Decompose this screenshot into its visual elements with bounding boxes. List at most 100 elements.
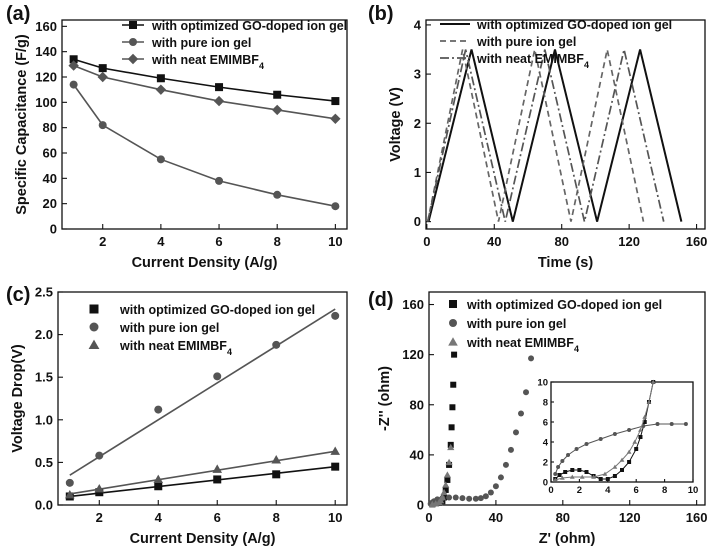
inset-y-tick-label: 4 <box>543 438 549 449</box>
triangle-marker <box>445 458 453 466</box>
circle-marker <box>574 447 579 451</box>
y-tick-label: 160 <box>402 297 424 312</box>
triangle-marker <box>271 455 282 464</box>
y-tick-label: 160 <box>35 19 57 34</box>
y-tick-label: 2.0 <box>35 327 53 342</box>
inset-x-tick-label: 6 <box>634 485 639 496</box>
circle-marker <box>156 155 165 164</box>
triangle-marker <box>642 414 648 419</box>
circle-marker <box>482 493 489 500</box>
circle-marker <box>598 437 603 441</box>
diamond-marker <box>330 113 341 124</box>
square-marker <box>449 404 456 411</box>
fit-line <box>69 465 336 498</box>
x-tick-label: 6 <box>215 234 222 249</box>
square-marker <box>444 476 451 483</box>
x-tick-label: 4 <box>155 510 163 525</box>
y-axis-label: Voltage (V) <box>388 87 404 162</box>
square-marker <box>638 435 643 439</box>
circle-marker <box>669 422 674 426</box>
square-marker <box>577 468 582 472</box>
circle-marker <box>518 410 524 417</box>
square-marker <box>598 477 603 481</box>
inset-x-tick-label: 4 <box>605 485 611 496</box>
legend-label: with pure ion gel <box>466 317 566 331</box>
legend-label: with optimized GO-doped ion gel <box>119 303 315 317</box>
circle-marker <box>502 461 509 468</box>
x-axis-label: Time (s) <box>538 255 594 271</box>
y-tick-label: 0.5 <box>35 455 53 470</box>
inset-x-tick-label: 8 <box>662 485 667 496</box>
legend-label: with neat EMIMBF4 <box>476 52 589 70</box>
x-tick-label: 120 <box>619 510 641 525</box>
triangle-marker <box>612 464 618 469</box>
circle-marker <box>452 494 459 501</box>
x-tick-label: 2 <box>96 510 103 525</box>
panel-c: 2 4 6 8 10 0.0 0.5 1.0 1.5 2.0 2.5 (c) Current Densi… <box>6 284 348 547</box>
inset-y-tick-label: 0 <box>543 478 548 489</box>
plot-data <box>426 49 683 222</box>
circle-marker <box>154 405 163 414</box>
triangle-marker <box>438 493 446 501</box>
triangle-marker <box>602 471 608 476</box>
y-tick-label: 120 <box>402 347 424 362</box>
circle-marker <box>89 322 99 332</box>
triangle-marker <box>447 443 455 451</box>
circle-marker <box>459 495 466 502</box>
square-marker <box>156 74 165 83</box>
circle-marker <box>523 389 530 396</box>
legend-label: with optimized GO-doped ion gel <box>151 19 347 33</box>
square-marker <box>557 473 562 477</box>
diamond-marker <box>272 104 283 116</box>
inset-y-tick-label: 2 <box>543 458 548 469</box>
triangle-marker <box>94 484 105 493</box>
x-tick-label: 120 <box>618 234 640 249</box>
legend: with optimized GO-doped ion gel with pure… <box>448 298 662 354</box>
square-marker <box>89 304 99 314</box>
legend-label: with optimized GO-doped ion gel <box>476 18 672 32</box>
square-marker <box>442 486 449 493</box>
triangle-marker <box>552 477 558 482</box>
y-tick-label: 0 <box>414 214 421 229</box>
plot-frame <box>428 291 706 506</box>
y-tick-label: 40 <box>410 447 424 462</box>
inset-x-tick-label: 0 <box>548 485 553 496</box>
triangle-marker <box>619 457 625 462</box>
x-tick-label: 8 <box>274 234 281 249</box>
y-tick-label: 4 <box>414 17 422 32</box>
x-tick-label: 10 <box>328 510 342 525</box>
series-line <box>427 49 683 222</box>
panel-label: (d) <box>368 289 394 311</box>
y-tick-label: 80 <box>43 120 57 135</box>
inset-y-tick-label: 6 <box>543 418 548 429</box>
circle-marker <box>560 459 565 463</box>
series-line <box>73 58 336 102</box>
inset-frame <box>550 381 694 483</box>
x-tick-label: 10 <box>328 234 342 249</box>
legend-label: with neat EMIMBF4 <box>119 339 232 357</box>
y-tick-label: 40 <box>43 171 57 186</box>
x-axis-label: Current Density (A/g) <box>132 255 278 271</box>
triangle-marker <box>632 439 638 444</box>
y-tick-label: 0.0 <box>35 498 53 513</box>
square-marker <box>642 420 647 424</box>
x-axis-label: Z' (ohm) <box>539 531 596 547</box>
circle-marker <box>566 453 571 457</box>
y-tick-label: 120 <box>35 70 57 85</box>
triangle-marker <box>64 489 75 499</box>
legend: with optimized GO-doped ion gel with pure… <box>88 303 315 357</box>
y-tick-label: 2 <box>414 116 421 131</box>
circle-marker <box>584 442 589 446</box>
circle-marker <box>331 202 340 211</box>
y-axis-label: -Z'' (ohm) <box>377 366 393 431</box>
square-marker <box>449 300 457 308</box>
triangle-marker <box>626 449 632 454</box>
legend-subscript: 4 <box>227 347 232 357</box>
triangle-marker <box>153 474 164 484</box>
circle-marker <box>683 422 688 426</box>
circle-marker <box>129 38 137 46</box>
inset-y-tick-label: 8 <box>543 398 548 409</box>
square-marker <box>450 381 457 388</box>
